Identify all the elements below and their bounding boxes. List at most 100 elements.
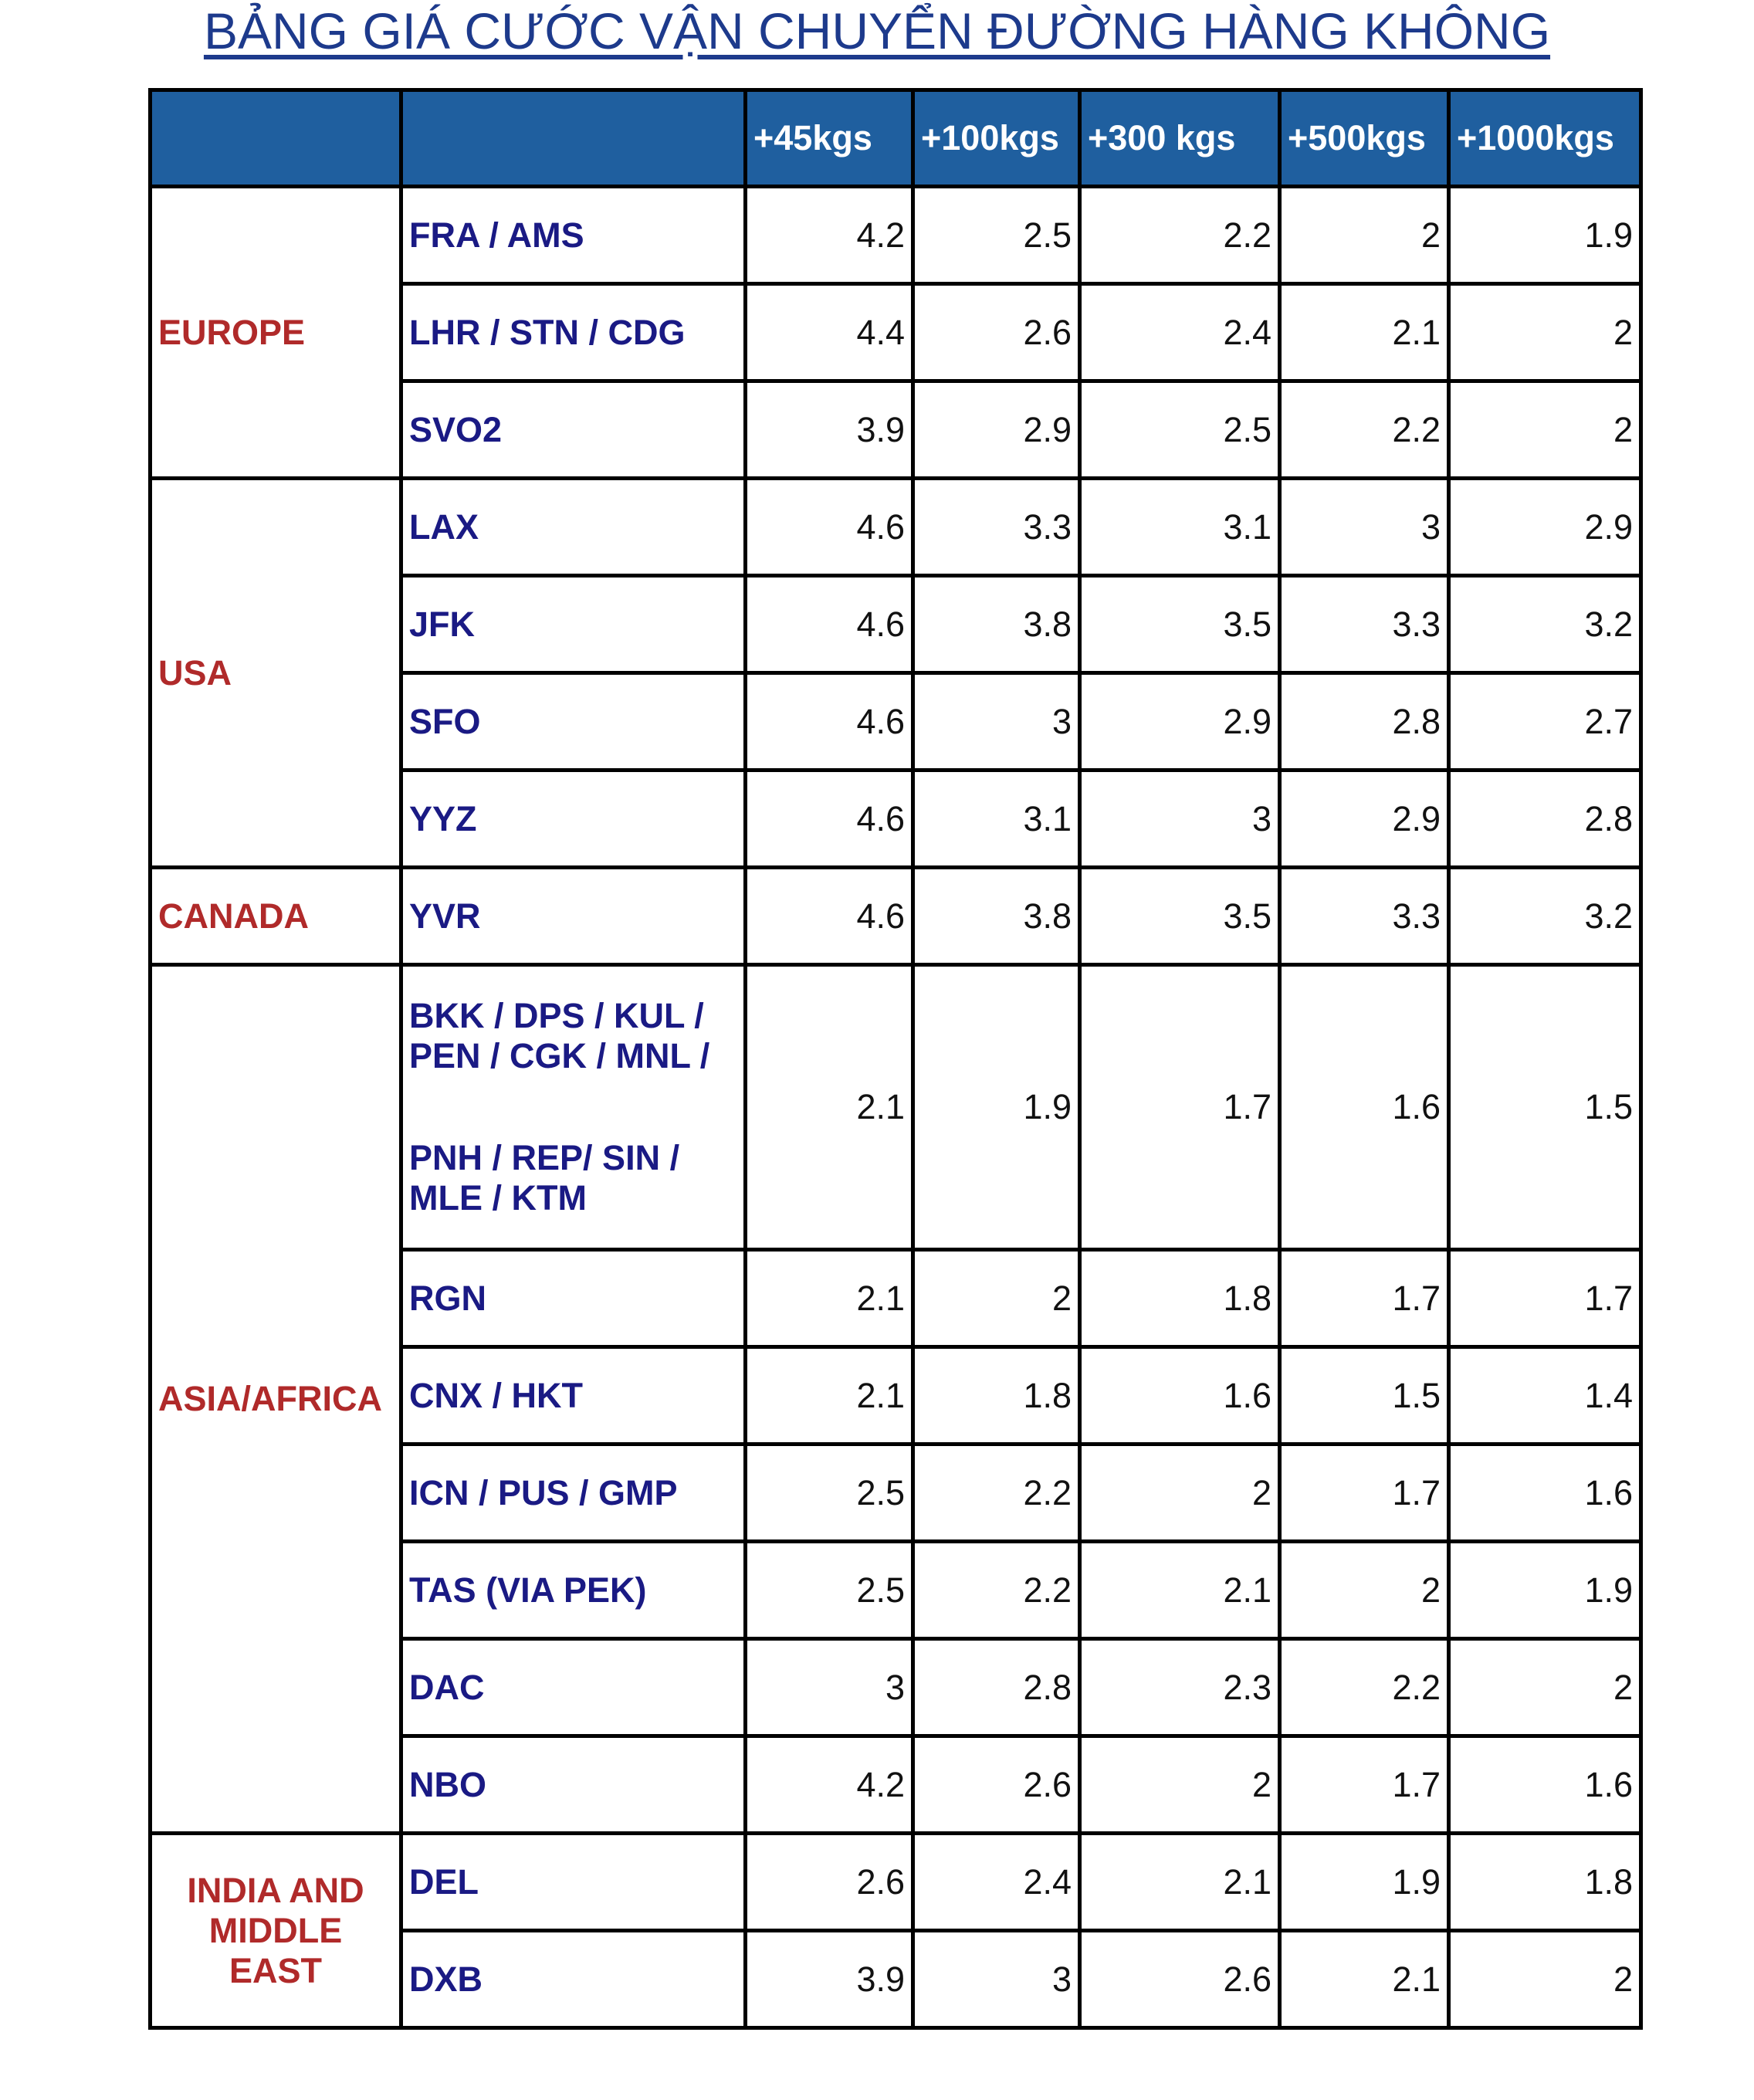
- rate-cell: 1.7: [1447, 1248, 1643, 1349]
- rate-cell: 2.1: [1078, 1831, 1282, 1932]
- rate-cell: 2.1: [743, 963, 915, 1252]
- rate-cell: 2.4: [1078, 282, 1282, 383]
- route-cell: FRA / AMS: [399, 185, 747, 286]
- rate-cell: 3.2: [1447, 865, 1643, 967]
- rate-cell: 2.1: [743, 1345, 915, 1446]
- route-cell: YVR: [399, 865, 747, 967]
- table-row: USA LAX 4.6 3.3 3.1 3 2.9: [148, 476, 1643, 869]
- rate-cell: 2.8: [1447, 768, 1643, 869]
- rate-cell: 1.8: [911, 1345, 1082, 1446]
- rate-cell: 3: [911, 1929, 1082, 2030]
- rate-cell: 2.1: [1278, 1929, 1451, 2030]
- rate-cell: 4.2: [743, 1734, 915, 1835]
- rate-cell: 4.6: [743, 768, 915, 869]
- rate-cell: 2.8: [1278, 671, 1451, 772]
- rate-cell: 3.5: [1078, 865, 1282, 967]
- rate-cell: 2.9: [911, 379, 1082, 480]
- route-part: BKK / DPS / KUL / PEN / CGK / MNL /: [409, 996, 710, 1075]
- table-row: YYZ 4.6 3.1 3 2.9 2.8: [151, 768, 1643, 869]
- rate-cell: 3: [743, 1637, 915, 1738]
- rate-cell: 2.6: [911, 282, 1082, 383]
- rate-cell: 2: [1447, 1637, 1643, 1738]
- header-cell: +100kgs: [911, 88, 1082, 188]
- rate-cell: 2.2: [1278, 379, 1451, 480]
- rate-cell: 1.9: [911, 963, 1082, 1252]
- rate-cell: 1.8: [1447, 1831, 1643, 1932]
- rate-cell: 2.3: [1078, 1637, 1282, 1738]
- rate-cell: 3.5: [1078, 574, 1282, 675]
- rate-cell: 2.5: [743, 1539, 915, 1641]
- route-cell: BKK / DPS / KUL / PEN / CGK / MNL / PNH /…: [399, 963, 747, 1252]
- table-row: SVO2 3.9 2.9 2.5 2.2 2: [151, 379, 1643, 480]
- route-cell: CNX / HKT: [399, 1345, 747, 1446]
- rate-cell: 2.6: [1078, 1929, 1282, 2030]
- table-row: EUROPE FRA / AMS 4.2 2.5 2.2 2 1.9: [148, 185, 1643, 480]
- rate-cell: 2.8: [911, 1637, 1082, 1738]
- rate-cell: 2.9: [1078, 671, 1282, 772]
- rate-cell: 2.9: [1278, 768, 1451, 869]
- header-cell: [399, 88, 747, 188]
- region-cell: EUROPE: [148, 185, 403, 480]
- route-cell: RGN: [399, 1248, 747, 1349]
- rate-cell: 2: [1447, 1929, 1643, 2030]
- rate-cell: 2.2: [911, 1442, 1082, 1543]
- rate-cell: 3.1: [1078, 476, 1282, 578]
- rate-cell: 1.9: [1447, 185, 1643, 286]
- rate-cell: 2: [1278, 1539, 1451, 1641]
- rate-cell: 2.2: [1078, 185, 1282, 286]
- route-part: PNH / REP/ SIN / MLE / KTM: [409, 1138, 680, 1218]
- table-row: DXB 3.9 3 2.6 2.1 2: [151, 1929, 1643, 2030]
- rate-cell: 3.1: [911, 768, 1082, 869]
- rate-cell: 3: [1078, 768, 1282, 869]
- table-row: DAC 3 2.8 2.3 2.2 2: [151, 1637, 1643, 1738]
- rate-cell: 2.1: [1078, 1539, 1282, 1641]
- rate-cell: 2: [1278, 185, 1451, 286]
- rate-cell: 4.6: [743, 574, 915, 675]
- rate-cell: 2: [1078, 1734, 1282, 1835]
- route-cell: YYZ: [399, 768, 747, 869]
- rate-cell: 1.7: [1278, 1248, 1451, 1349]
- rate-cell: 1.6: [1078, 1345, 1282, 1446]
- table-row: ASIA/AFRICA BKK / DPS / KUL / PEN / CGK /…: [148, 963, 1643, 1835]
- header-row: +45kgs +100kgs +300 kgs +500kgs +1000kgs: [148, 88, 1643, 188]
- rate-cell: 2: [1447, 282, 1643, 383]
- rate-cell: 2.6: [743, 1831, 915, 1932]
- table-row: ICN / PUS / GMP 2.5 2.2 2 1.7 1.6: [151, 1442, 1643, 1543]
- rate-cell: 3.3: [1278, 574, 1451, 675]
- rate-cell: 2.1: [1278, 282, 1451, 383]
- rate-cell: 2.1: [743, 1248, 915, 1349]
- rate-cell: 2.2: [1278, 1637, 1451, 1738]
- rate-cell: 4.2: [743, 185, 915, 286]
- rate-cell: 2.4: [911, 1831, 1082, 1932]
- table-row: RGN 2.1 2 1.8 1.7 1.7: [151, 1248, 1643, 1349]
- rate-cell: 2.5: [743, 1442, 915, 1543]
- table-row: TAS (VIA PEK) 2.5 2.2 2.1 2 1.9: [151, 1539, 1643, 1641]
- table-row: SFO 4.6 3 2.9 2.8 2.7: [151, 671, 1643, 772]
- route-cell: TAS (VIA PEK): [399, 1539, 747, 1641]
- rate-cell: 3.3: [911, 476, 1082, 578]
- rate-cell: 1.6: [1447, 1734, 1643, 1835]
- title: BẢNG GIÁ CƯỚC VẬN CHUYỂN ĐƯỜNG HÀNG KHÔN…: [203, 2, 1551, 59]
- rate-cell: 1.7: [1278, 1734, 1451, 1835]
- table-row: NBO 4.2 2.6 2 1.7 1.6: [151, 1734, 1643, 1835]
- route-cell: JFK: [399, 574, 747, 675]
- rate-cell: 4.6: [743, 476, 915, 578]
- rate-cell: 4.6: [743, 671, 915, 772]
- rate-cell: 2.9: [1447, 476, 1643, 578]
- header-cell: +1000kgs: [1447, 88, 1643, 188]
- table-row: INDIA AND MIDDLE EAST DEL 2.6 2.4 2.1 1.9 1.8: [148, 1831, 1643, 2030]
- rate-cell: 1.7: [1078, 963, 1282, 1252]
- table-row: CNX / HKT 2.1 1.8 1.6 1.5 1.4: [151, 1345, 1643, 1446]
- region-cell: INDIA AND MIDDLE EAST: [148, 1831, 403, 2030]
- rate-cell: 2: [1078, 1442, 1282, 1543]
- rate-cell: 1.7: [1278, 1442, 1451, 1543]
- rate-cell: 2.7: [1447, 671, 1643, 772]
- header-cell: [148, 88, 403, 188]
- rate-cell: 2.6: [911, 1734, 1082, 1835]
- rate-cell: 3.8: [911, 574, 1082, 675]
- route-cell: DEL: [399, 1831, 747, 1932]
- header-cell: +45kgs: [743, 88, 915, 188]
- rate-cell: 1.9: [1278, 1831, 1451, 1932]
- rate-cell: 1.6: [1278, 963, 1451, 1252]
